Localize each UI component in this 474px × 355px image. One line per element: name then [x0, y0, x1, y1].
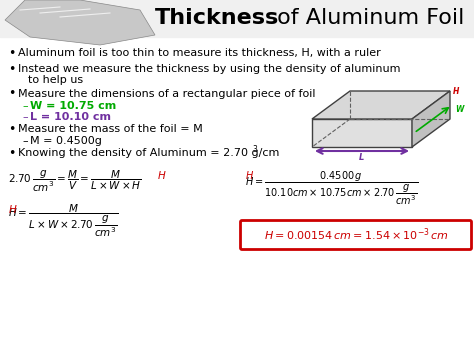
Text: Measure the mass of the foil = M: Measure the mass of the foil = M [18, 124, 203, 134]
Text: –: – [22, 136, 27, 146]
Text: $H = \dfrac{M}{L \times W \times 2.70\,\dfrac{g}{cm^3}}$: $H = \dfrac{M}{L \times W \times 2.70\,\… [8, 203, 118, 239]
FancyBboxPatch shape [240, 220, 472, 250]
Text: Measure the dimensions of a rectangular piece of foil: Measure the dimensions of a rectangular … [18, 89, 316, 99]
Text: •: • [8, 87, 15, 100]
Text: •: • [8, 122, 15, 136]
Polygon shape [5, 0, 155, 45]
Text: $H = 0.00154\,cm = 1.54 \times 10^{-3}\,cm$: $H = 0.00154\,cm = 1.54 \times 10^{-3}\,… [264, 227, 448, 243]
Text: –: – [22, 101, 27, 111]
Text: Aluminum foil is too thin to measure its thickness, H, with a ruler: Aluminum foil is too thin to measure its… [18, 48, 381, 58]
Text: W = 10.75 cm: W = 10.75 cm [30, 101, 116, 111]
Bar [0, 0, 474, 37]
Polygon shape [412, 91, 450, 147]
Text: L = 10.10 cm: L = 10.10 cm [30, 112, 111, 122]
Text: of Aluminum Foil: of Aluminum Foil [270, 8, 465, 28]
Text: to help us: to help us [28, 75, 83, 85]
Text: $H = \dfrac{0.4500\,g}{10.10cm \times 10.75cm \times 2.70\,\dfrac{g}{cm^3}}$: $H = \dfrac{0.4500\,g}{10.10cm \times 10… [245, 169, 419, 207]
Text: $H$: $H$ [157, 169, 166, 181]
Text: M = 0.4500g: M = 0.4500g [30, 136, 102, 146]
Polygon shape [312, 119, 412, 147]
Text: W: W [455, 105, 464, 115]
Text: Thickness: Thickness [155, 8, 279, 28]
Text: $H$: $H$ [8, 203, 18, 215]
Text: L: L [359, 153, 365, 163]
Text: H: H [453, 87, 459, 95]
Text: •: • [8, 147, 15, 159]
Text: 3: 3 [252, 144, 257, 153]
Text: $H$: $H$ [245, 169, 254, 181]
Text: Knowing the density of Aluminum = 2.70 g/cm: Knowing the density of Aluminum = 2.70 g… [18, 148, 279, 158]
Text: –: – [22, 112, 27, 122]
Text: •: • [8, 47, 15, 60]
Polygon shape [312, 91, 450, 119]
Text: Instead we measure the thickness by using the density of aluminum: Instead we measure the thickness by usin… [18, 64, 401, 74]
Text: $2.70\,\dfrac{g}{cm^3} = \dfrac{M}{V} = \dfrac{M}{L \times W \times H}$: $2.70\,\dfrac{g}{cm^3} = \dfrac{M}{V} = … [8, 169, 142, 194]
Text: •: • [8, 62, 15, 76]
